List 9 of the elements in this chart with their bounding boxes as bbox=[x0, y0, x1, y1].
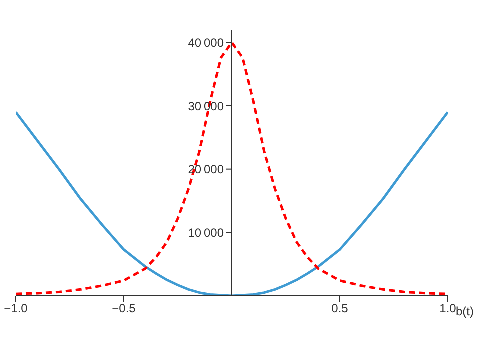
x-tick-label: −1.0 bbox=[4, 302, 28, 316]
y-tick-label: 10 000 bbox=[188, 226, 224, 240]
x-tick-label: −0.5 bbox=[112, 302, 136, 316]
y-tick-label: 30 000 bbox=[188, 99, 224, 114]
y-tick-label: 40 000 bbox=[188, 36, 224, 50]
y-tick-label: 20 000 bbox=[188, 162, 224, 177]
x-tick-label: 0.5 bbox=[332, 302, 349, 316]
x-tick-label: 1.0 bbox=[440, 302, 457, 316]
x-axis-title: b(t) bbox=[456, 304, 474, 318]
